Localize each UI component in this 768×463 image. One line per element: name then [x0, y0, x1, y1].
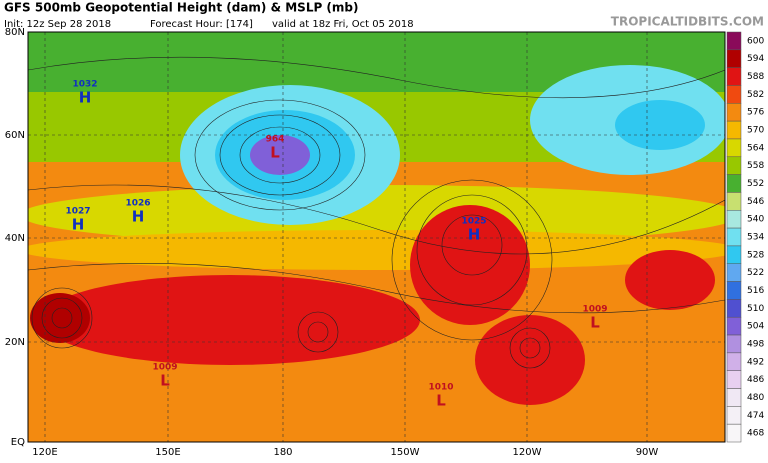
- colorbar-label: 516: [747, 286, 764, 296]
- colorbar-label: 468: [747, 429, 764, 439]
- init-time: Init: 12z Sep 28 2018: [4, 19, 111, 30]
- colorbar-cell: [726, 49, 742, 68]
- pressure-center: L: [590, 314, 600, 332]
- colorbar-label: 492: [747, 357, 764, 367]
- colorbar-label: 576: [747, 108, 764, 118]
- pressure-value: 1025: [461, 217, 486, 227]
- lon-label: 90W: [636, 447, 659, 458]
- colorbar-label: 528: [747, 250, 764, 260]
- colorbar-label: 498: [747, 339, 764, 349]
- colorbar-cell: [726, 192, 742, 211]
- map-frame: [27, 31, 726, 443]
- colorbar-label: 588: [747, 72, 764, 82]
- colorbar-cell: [726, 334, 742, 354]
- lat-label: 20N: [5, 337, 25, 348]
- colorbar-label: 474: [747, 411, 764, 421]
- colorbar-label: 534: [747, 233, 764, 243]
- forecast-hour: Forecast Hour: [174]: [150, 19, 253, 30]
- pressure-center: H: [132, 208, 145, 226]
- pressure-center: H: [79, 89, 92, 107]
- colorbar-label: 582: [747, 90, 764, 100]
- pressure-value: 964: [266, 135, 285, 145]
- colorbar-cell: [726, 120, 742, 140]
- pressure-value: 1009: [152, 363, 177, 373]
- pressure-center: H: [468, 226, 481, 244]
- pressure-center: L: [160, 372, 170, 390]
- lon-label: 150E: [155, 447, 180, 458]
- colorbar-cell: [726, 138, 742, 158]
- colorbar-label: 600: [747, 36, 764, 46]
- colorbar-label: 522: [747, 268, 764, 278]
- colorbar-cell: [726, 31, 742, 51]
- pressure-center: L: [270, 144, 280, 162]
- colorbar-cell: [726, 85, 742, 104]
- colorbar-cell: [726, 352, 742, 371]
- colorbar-label: 570: [747, 126, 764, 136]
- colorbar-cell: [726, 423, 742, 443]
- pressure-center: L: [436, 392, 446, 410]
- colorbar-cell: [726, 388, 742, 407]
- colorbar-label: 594: [747, 54, 764, 64]
- colorbar-cell: [726, 299, 742, 318]
- pressure-center: H: [72, 216, 85, 234]
- pressure-value: 1010: [428, 383, 453, 393]
- colorbar-label: 546: [747, 197, 764, 207]
- colorbar-label: 510: [747, 304, 764, 314]
- colorbar-cell: [726, 281, 742, 300]
- colorbar-cell: [726, 103, 742, 122]
- colorbar-label: 504: [747, 322, 764, 332]
- colorbar-cell: [726, 210, 742, 229]
- lat-label: EQ: [11, 437, 25, 448]
- colorbar-cell: [726, 263, 742, 282]
- site-credit: TROPICALTIDBITS.COM: [611, 15, 764, 29]
- pressure-value: 1027: [65, 207, 90, 217]
- colorbar-label: 480: [747, 393, 764, 403]
- colorbar-cell: [726, 406, 742, 425]
- colorbar-cell: [726, 370, 742, 389]
- lon-label: 120E: [32, 447, 57, 458]
- colorbar-cell: [726, 174, 742, 193]
- colorbar-cell: [726, 245, 742, 264]
- lon-label: 120W: [513, 447, 542, 458]
- colorbar-label: 558: [747, 161, 764, 171]
- pressure-value: 1032: [72, 80, 97, 90]
- map-title: GFS 500mb Geopotential Height (dam) & MS…: [4, 1, 359, 15]
- colorbar-label: 552: [747, 179, 764, 189]
- valid-time: valid at 18z Fri, Oct 05 2018: [272, 19, 414, 30]
- pressure-value: 1009: [582, 305, 607, 315]
- colorbar-cell: [726, 316, 742, 336]
- colorbar-cell: [726, 156, 742, 175]
- lat-label: 40N: [5, 233, 25, 244]
- pressure-value: 1026: [125, 199, 150, 209]
- lat-label: 60N: [5, 130, 25, 141]
- lat-label: 80N: [5, 27, 25, 38]
- lon-label: 150W: [391, 447, 420, 458]
- colorbar-label: 564: [747, 143, 764, 153]
- colorbar-cell: [726, 67, 742, 86]
- lon-label: 180: [273, 447, 292, 458]
- colorbar-cell: [726, 227, 742, 247]
- map-field: [28, 32, 725, 442]
- colorbar-label: 540: [747, 215, 764, 225]
- colorbar-label: 486: [747, 375, 764, 385]
